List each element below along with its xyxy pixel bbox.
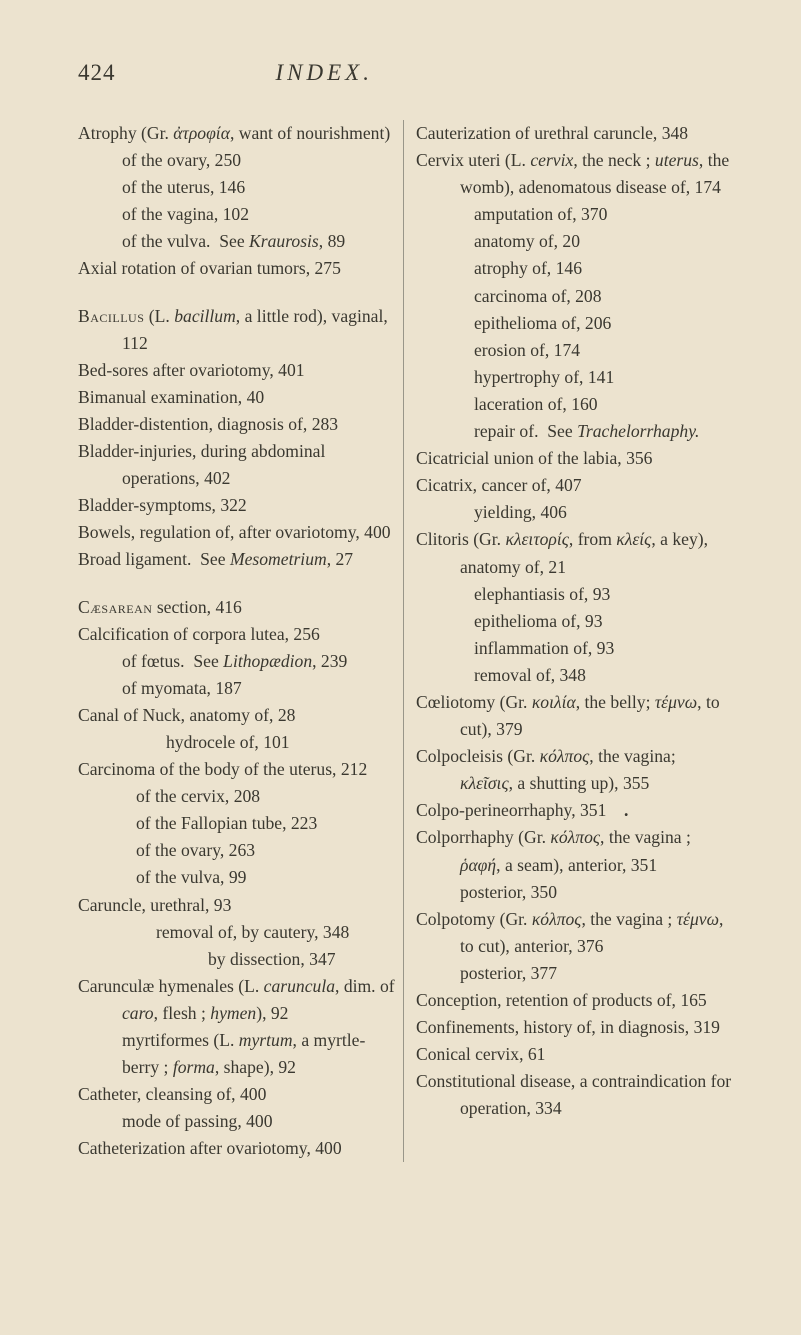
page: 424 INDEX. Atrophy (Gr. ἀτροφία, want of…: [0, 0, 801, 1335]
index-entry: Carcinoma of the body of the uterus, 212: [78, 756, 395, 783]
index-entry: Clitoris (Gr. κλειτορίς, from κλείς, a k…: [416, 526, 733, 580]
index-entry: atrophy of, 146: [416, 255, 733, 282]
index-entry: Cicatricial union of the labia, 356: [416, 445, 733, 472]
index-entry: amputation of, 370: [416, 201, 733, 228]
index-entry: posterior, 377: [416, 960, 733, 987]
index-entry: Cœliotomy (Gr. κοιλία, the belly; τέμνω,…: [416, 689, 733, 743]
index-entry: Calcification of corpora lutea, 256: [78, 621, 395, 648]
index-entry: Colpocleisis (Gr. κόλπος, the vagina; κλ…: [416, 743, 733, 797]
index-entry: hydrocele of, 101: [78, 729, 395, 756]
index-entry: by dissection, 347: [78, 946, 395, 973]
index-entry: Bladder-injuries, during abdominal opera…: [78, 438, 395, 492]
index-entry: inflammation of, 93: [416, 635, 733, 662]
index-entry: Confinements, history of, in diagnosis, …: [416, 1014, 733, 1041]
index-entry: Catheterization after ovariotomy, 400: [78, 1135, 395, 1162]
index-entry: Atrophy (Gr. ἀτροφία, want of nourishmen…: [78, 120, 395, 174]
index-entry: Bed-sores after ovariotomy, 401: [78, 357, 395, 384]
index-entry: Conical cervix, 61: [416, 1041, 733, 1068]
index-entry: Colpo-perineorrhaphy, 351 .: [416, 797, 733, 824]
section-gap: [78, 283, 395, 303]
index-entry: Carunculæ hymenales (L. caruncula, dim. …: [78, 973, 395, 1027]
index-entry: carcinoma of, 208: [416, 283, 733, 310]
index-entry: epithelioma of, 206: [416, 310, 733, 337]
index-entry: Canal of Nuck, anatomy of, 28: [78, 702, 395, 729]
index-entry: of the uterus, 146: [78, 174, 395, 201]
section-gap: [78, 574, 395, 594]
index-entry: Cauterization of urethral caruncle, 348: [416, 120, 733, 147]
index-columns: Atrophy (Gr. ἀτροφία, want of nourishmen…: [78, 120, 733, 1162]
index-entry: Broad ligament. See Mesometrium, 27: [78, 546, 395, 573]
index-entry: myrtiformes (L. myrtum, a myrtle-berry ;…: [78, 1027, 395, 1081]
index-entry: Constitutional disease, a contraindicati…: [416, 1068, 733, 1122]
index-column-right: Cauterization of urethral caruncle, 348C…: [406, 120, 733, 1162]
index-entry: Conception, retention of products of, 16…: [416, 987, 733, 1014]
index-entry: Colporrhaphy (Gr. κόλπος, the vagina ; ῥ…: [416, 824, 733, 878]
index-entry: posterior, 350: [416, 879, 733, 906]
index-entry: of the ovary, 263: [78, 837, 395, 864]
index-entry: removal of, 348: [416, 662, 733, 689]
index-entry: Cæsarean section, 416: [78, 594, 395, 621]
index-entry: Bladder-distention, diagnosis of, 283: [78, 411, 395, 438]
index-entry: Catheter, cleansing of, 400: [78, 1081, 395, 1108]
index-entry: Colpotomy (Gr. κόλπος, the vagina ; τέμν…: [416, 906, 733, 960]
index-entry: of the Fallopian tube, 223: [78, 810, 395, 837]
index-entry: Caruncle, urethral, 93: [78, 892, 395, 919]
index-entry: of the cervix, 208: [78, 783, 395, 810]
index-entry: removal of, by cautery, 348: [78, 919, 395, 946]
index-entry: erosion of, 174: [416, 337, 733, 364]
index-entry: Cervix uteri (L. cervix, the neck ; uter…: [416, 147, 733, 201]
index-entry: mode of passing, 400: [78, 1108, 395, 1135]
index-entry: laceration of, 160: [416, 391, 733, 418]
index-entry: Bimanual examination, 40: [78, 384, 395, 411]
index-entry: yielding, 406: [416, 499, 733, 526]
index-entry: of fœtus. See Lithopædion, 239: [78, 648, 395, 675]
index-entry: of myomata, 187: [78, 675, 395, 702]
page-header: 424 INDEX.: [78, 60, 733, 86]
index-entry: anatomy of, 20: [416, 228, 733, 255]
index-entry: repair of. See Trachelorrhaphy.: [416, 418, 733, 445]
index-entry: Bacillus (L. bacillum, a little rod), va…: [78, 303, 395, 357]
index-entry: of the vulva. See Kraurosis, 89: [78, 228, 395, 255]
index-entry: epithelioma of, 93: [416, 608, 733, 635]
page-number: 424: [78, 60, 116, 86]
index-entry: Bowels, regulation of, after ovariotomy,…: [78, 519, 395, 546]
index-entry: Bladder-symptoms, 322: [78, 492, 395, 519]
index-entry: of the vulva, 99: [78, 864, 395, 891]
index-entry: hypertrophy of, 141: [416, 364, 733, 391]
index-entry: elephantiasis of, 93: [416, 581, 733, 608]
index-entry: Cicatrix, cancer of, 407: [416, 472, 733, 499]
index-entry: Axial rotation of ovarian tumors, 275: [78, 255, 395, 282]
index-column-left: Atrophy (Gr. ἀτροφία, want of nourishmen…: [78, 120, 404, 1162]
running-title: INDEX.: [276, 60, 373, 86]
index-entry: of the vagina, 102: [78, 201, 395, 228]
